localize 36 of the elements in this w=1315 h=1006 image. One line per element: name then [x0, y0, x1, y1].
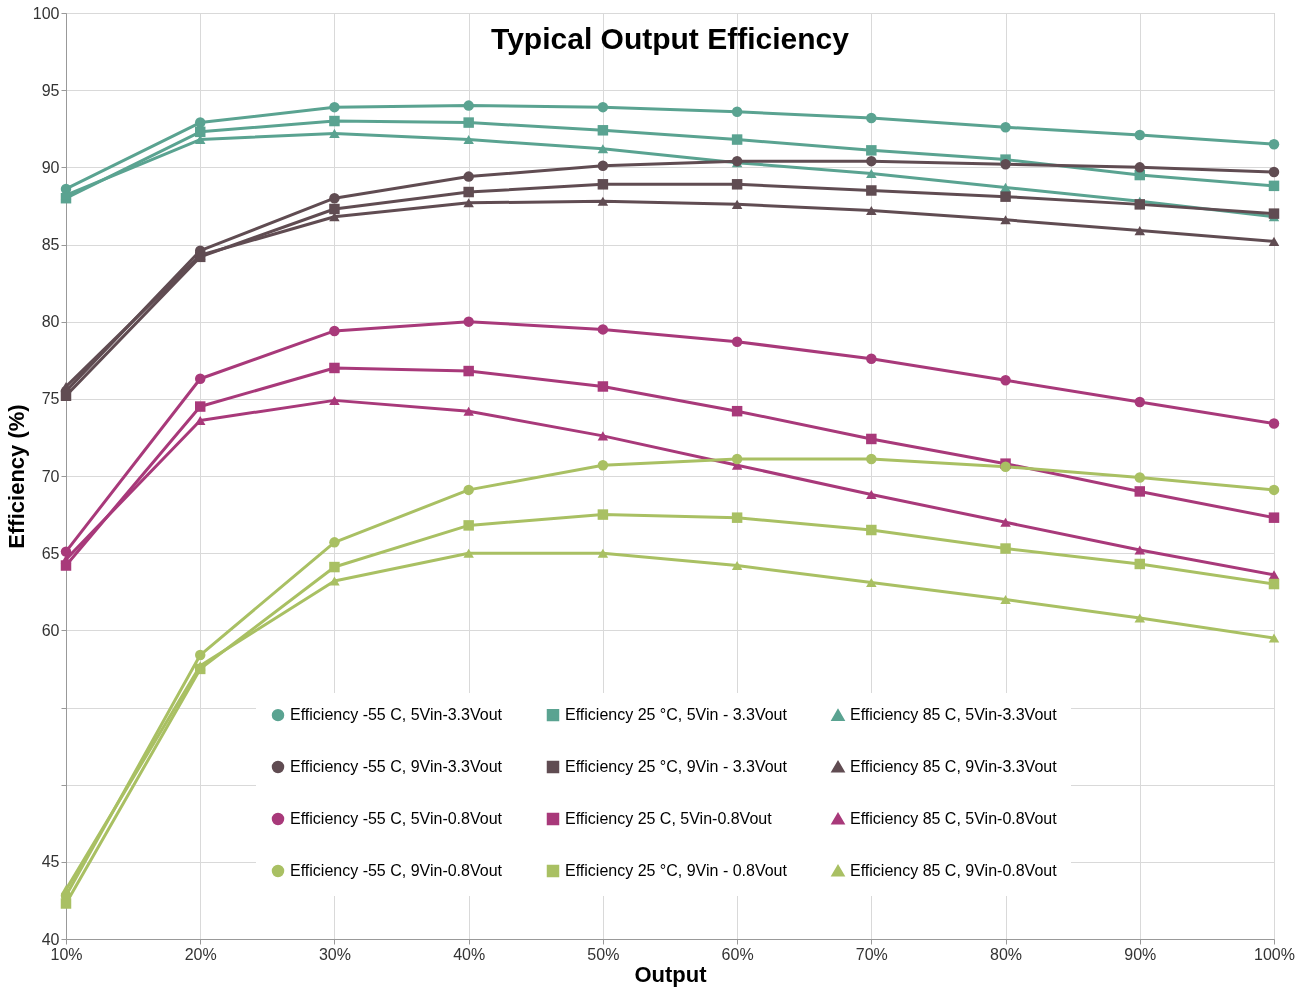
- y-tick-label: 75: [41, 390, 60, 408]
- x-tick-label: 50%: [587, 945, 620, 963]
- x-tick-label: 60%: [721, 945, 754, 963]
- legend-label: Efficiency -55 C, 9Vin-3.3Vout: [290, 758, 503, 775]
- legend-label: Efficiency -55 C, 5Vin-0.8Vout: [290, 810, 503, 827]
- legend-label: Efficiency -55 C, 5Vin-3.3Vout: [290, 706, 503, 724]
- x-tick-label: 40%: [453, 945, 486, 963]
- y-tick-label: 65: [41, 544, 60, 562]
- y-tick-label: 85: [41, 236, 60, 253]
- legend-label: Efficiency 25 °C, 9Vin - 3.3Vout: [565, 758, 788, 775]
- legend-label: Efficiency 85 C, 5Vin-3.3Vout: [850, 706, 1058, 724]
- x-tick-label: 10%: [50, 945, 83, 963]
- legend-label: Efficiency 85 C, 9Vin-0.8Vout: [850, 862, 1058, 879]
- y-tick-label: 40: [41, 930, 60, 948]
- x-tick-label: 20%: [184, 945, 217, 963]
- x-tick-label: 90%: [1124, 945, 1157, 963]
- y-tick-label: 60: [41, 621, 60, 639]
- y-axis-title: Efficiency (%): [3, 404, 29, 549]
- y-tick-label: 70: [41, 467, 60, 485]
- x-tick-label: 100%: [1254, 945, 1295, 963]
- x-tick-label: 80%: [990, 945, 1023, 963]
- legend-label: Efficiency -55 C, 9Vin-0.8Vout: [290, 862, 503, 879]
- y-tick-label: 100: [32, 4, 60, 22]
- x-tick-label: 70%: [855, 945, 888, 963]
- legend-label: Efficiency 25 C, 5Vin-0.8Vout: [565, 810, 773, 827]
- chart-title: Typical Output Efficiency: [491, 22, 850, 55]
- legend-label: Efficiency 85 C, 9Vin-3.3Vout: [850, 758, 1058, 775]
- legend-label: Efficiency 25 °C, 9Vin - 0.8Vout: [565, 862, 788, 879]
- y-tick-label: 80: [41, 313, 60, 331]
- legend-label: Efficiency 85 C, 5Vin-0.8Vout: [850, 810, 1058, 827]
- y-tick-label: 95: [41, 81, 60, 99]
- x-tick-label: 30%: [318, 945, 351, 963]
- legend-label: Efficiency 25 °C, 5Vin - 3.3Vout: [565, 706, 788, 724]
- y-tick-label: 45: [41, 853, 60, 871]
- x-axis-title: Output: [634, 961, 708, 987]
- y-tick-label: 90: [41, 158, 60, 176]
